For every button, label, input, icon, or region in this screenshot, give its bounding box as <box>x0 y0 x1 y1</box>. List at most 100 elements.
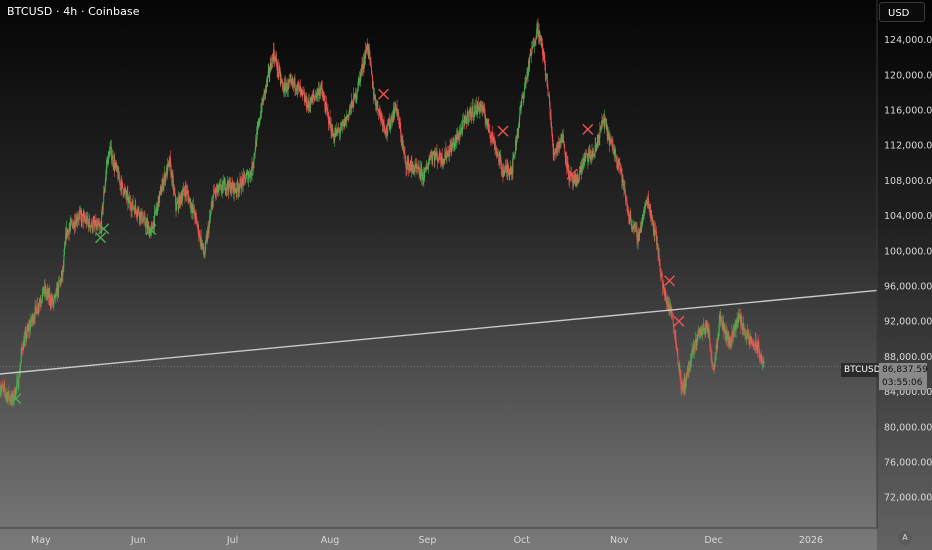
candle-body <box>438 158 439 160</box>
candle-body <box>557 142 559 149</box>
candle-body <box>257 126 259 130</box>
candle-body <box>652 220 654 222</box>
candle-body <box>648 198 650 204</box>
candle-body <box>37 304 39 310</box>
candle-body <box>332 135 334 137</box>
candle-body <box>113 159 115 167</box>
candle-body <box>486 122 488 124</box>
candle-body <box>444 155 446 158</box>
candle-body <box>250 171 252 174</box>
candle-body <box>733 330 735 332</box>
candle-body <box>51 297 53 303</box>
candle-body <box>275 58 277 60</box>
candle-body <box>340 123 342 130</box>
candle-body <box>412 168 414 174</box>
candle-body <box>8 390 10 399</box>
candle-body <box>362 63 363 70</box>
candle-body <box>486 121 488 123</box>
candle-body <box>584 154 586 156</box>
candle-body <box>550 115 552 117</box>
candle-body <box>284 82 286 84</box>
candle-body <box>272 57 274 61</box>
candle-body <box>128 197 130 204</box>
candle-body <box>10 400 11 402</box>
candle-body <box>126 193 128 198</box>
candle-body <box>83 214 85 219</box>
buy-marker-icon <box>98 223 110 235</box>
candle-body <box>190 203 192 209</box>
candle-body <box>220 184 222 191</box>
candle-body <box>527 71 529 77</box>
candle-body <box>153 221 154 230</box>
candle-body <box>335 130 337 136</box>
candle-body <box>729 339 731 343</box>
candle-body <box>312 95 314 98</box>
candle-body <box>328 123 330 125</box>
candle-body <box>195 213 197 217</box>
candle-body <box>360 72 362 74</box>
candle-body <box>247 176 249 182</box>
candle-body <box>614 149 615 155</box>
candle-body <box>517 128 519 135</box>
candle-body <box>303 94 305 102</box>
candle-body <box>152 228 154 230</box>
candle-body <box>577 178 579 182</box>
candle-body <box>94 224 96 226</box>
candle-body <box>431 154 433 155</box>
auto-scale-button[interactable]: A <box>898 531 912 545</box>
candle-body <box>109 151 110 157</box>
candle-body <box>331 132 333 137</box>
candle-body <box>219 184 221 186</box>
candle-body <box>669 304 670 311</box>
candle-body <box>650 211 652 219</box>
candle-body <box>61 271 63 276</box>
candle-body <box>490 137 492 139</box>
candle-body <box>376 101 378 104</box>
candle-body <box>102 202 104 211</box>
candle-body <box>761 356 763 363</box>
candle-body <box>2 387 4 389</box>
candle-body <box>476 103 478 113</box>
candle-body <box>361 63 363 70</box>
candle-body <box>423 179 425 181</box>
candle-body <box>535 38 537 41</box>
candle-body <box>43 291 45 294</box>
candle-body <box>117 171 119 180</box>
candle-body <box>213 189 215 193</box>
candle-body <box>6 393 8 395</box>
candle-body <box>265 86 267 94</box>
currency-button[interactable]: USD <box>879 2 925 22</box>
candle-body <box>373 87 374 97</box>
candle-body <box>309 104 311 106</box>
candle-body <box>343 121 345 127</box>
candle-body <box>724 324 725 331</box>
candle-body <box>440 158 442 161</box>
candle-body <box>392 109 394 121</box>
candle-body <box>671 311 673 314</box>
candle-body <box>156 207 158 212</box>
candle-body <box>439 151 441 159</box>
candle-body <box>110 147 112 149</box>
candle-body <box>315 95 317 99</box>
trendline[interactable] <box>0 289 878 375</box>
candle-body <box>335 131 337 136</box>
candle-body <box>709 347 711 348</box>
candle-body <box>188 199 190 203</box>
candle-body <box>124 189 126 191</box>
candle-body <box>618 162 620 165</box>
candle-body <box>725 329 727 340</box>
candle-body <box>581 165 583 170</box>
candle-body <box>334 134 336 140</box>
candle-body <box>93 221 95 225</box>
candle-body <box>573 177 575 185</box>
candle-body <box>597 141 599 143</box>
candle-body <box>352 107 354 108</box>
candle-body <box>556 146 558 149</box>
candle-body <box>687 368 689 370</box>
price-tick-label: 124,000.00 <box>884 35 932 46</box>
candle-body <box>366 43 368 53</box>
price-axis-panel[interactable] <box>877 0 932 550</box>
candle-body <box>236 182 238 187</box>
candle-body <box>509 170 511 173</box>
